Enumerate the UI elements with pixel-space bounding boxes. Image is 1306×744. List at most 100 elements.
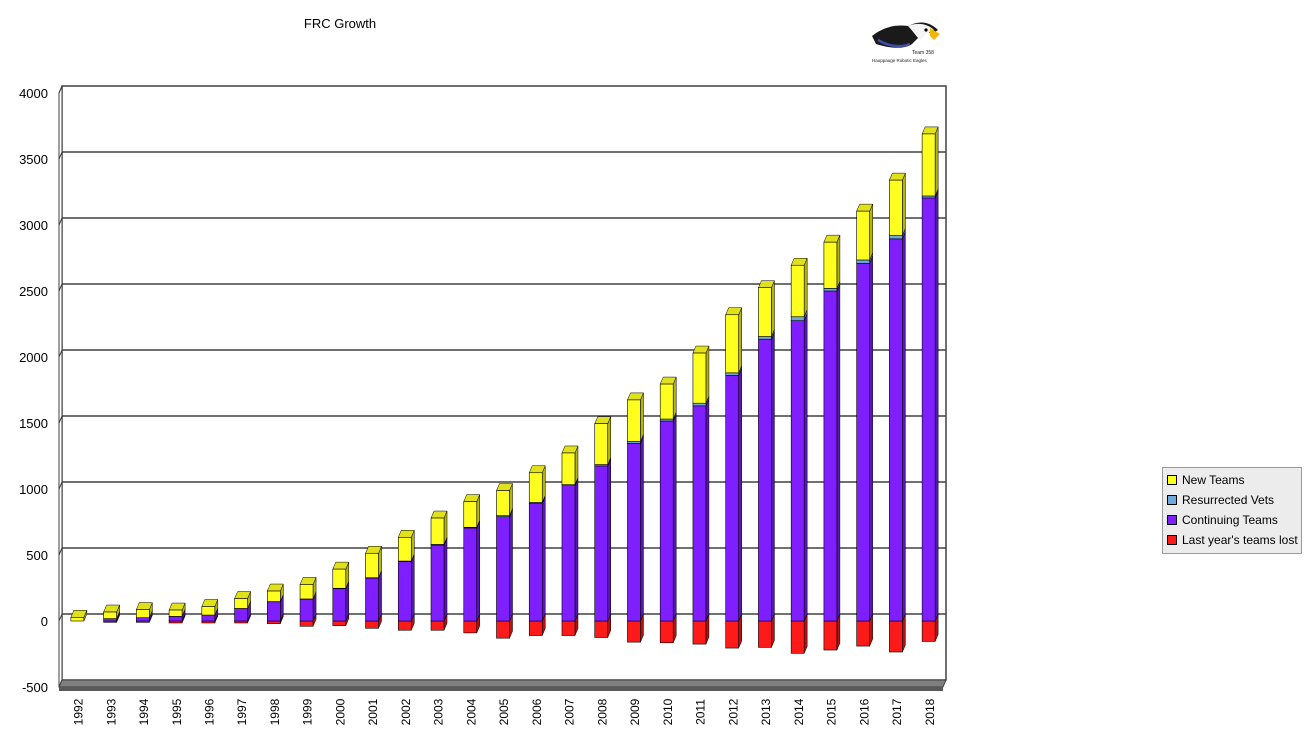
bar-continuing-teams-2003: [430, 544, 445, 622]
x-tick-label: 2014: [792, 698, 806, 725]
bar-new-teams-1993-top: [103, 604, 120, 613]
bar-continuing-teams-2017-side: [902, 231, 906, 622]
bar-new-teams-2012-top: [725, 307, 743, 316]
legend-item: Resurrected Vets: [1163, 490, 1301, 510]
bar-new-teams-2006: [528, 472, 543, 503]
legend-item: New Teams: [1163, 470, 1301, 490]
bar-new-teams-2013-top: [758, 280, 775, 288]
bar-new-teams-2004-top: [463, 494, 481, 502]
bar-continuing-teams-2001: [365, 577, 379, 622]
bar-lost-2011: [692, 620, 707, 645]
bar-lost-1999: [299, 620, 314, 627]
bar-new-teams-2002: [397, 537, 412, 562]
bar-continuing-teams-2010-side: [672, 413, 677, 622]
bar-continuing-teams-2016-side: [869, 256, 873, 622]
x-tick-label: 1996: [203, 698, 217, 725]
bar-resurrected-vets-2013: [758, 336, 772, 340]
x-tick-label: 1995: [170, 698, 184, 725]
bar-lost-2006: [528, 620, 543, 636]
bar-new-teams-2008-side: [607, 416, 611, 465]
bar-resurrected-vets-2012: [725, 372, 739, 376]
bar-continuing-teams-1999: [299, 598, 314, 622]
bar-new-teams-2006-top: [528, 465, 546, 474]
bar-new-teams-2010-top: [659, 376, 677, 385]
bar-new-teams-1997: [234, 598, 248, 609]
x-tick-label: 2001: [366, 698, 380, 725]
bar-new-teams-2011: [692, 352, 707, 404]
bar-new-teams-2007: [561, 452, 576, 485]
y-tick-label: 4000: [19, 86, 48, 101]
gridline-depth: [58, 547, 63, 556]
bar-continuing-teams-2007: [561, 485, 576, 622]
bar-lost-2010: [659, 620, 674, 644]
bar-new-teams-2000-top: [332, 561, 350, 570]
bar-new-teams-2014: [790, 264, 805, 318]
bar-new-teams-2015-top: [823, 234, 841, 243]
bar-resurrected-vets-2016: [856, 259, 870, 264]
bar-continuing-teams-2013: [758, 338, 772, 622]
bar-new-teams-2016: [856, 210, 870, 261]
bar-resurrected-vets-2017: [889, 235, 903, 240]
bar-continuing-teams-2015-side: [836, 283, 841, 622]
legend-label: Last year's teams lost: [1182, 533, 1298, 547]
x-tick-label: 2017: [890, 698, 904, 725]
y-tick-label: -500: [22, 680, 48, 695]
gridline-depth: [58, 217, 63, 226]
bar-new-teams-1992: [70, 617, 85, 622]
bar-new-teams-2013-side: [771, 280, 775, 337]
bar-new-teams-2018: [921, 133, 936, 197]
bar-new-teams-2016-side: [869, 204, 873, 261]
bar-new-teams-2011-side: [705, 345, 710, 404]
gridline-depth: [58, 283, 63, 292]
legend-swatch: [1167, 475, 1177, 485]
bar-new-teams-1995: [168, 609, 183, 617]
bar-new-teams-1995-top: [168, 602, 186, 611]
chart-title: FRC Growth: [303, 16, 377, 31]
y-tick-label: 0: [41, 614, 48, 629]
bar-new-teams-1996-top: [201, 599, 219, 607]
bar-new-teams-2002-top: [397, 530, 415, 538]
legend-swatch: [1167, 535, 1177, 545]
bar-lost-2000: [332, 620, 347, 626]
bar-lost-2009: [627, 620, 641, 643]
bar-lost-1998: [267, 620, 281, 624]
bar-continuing-teams-2011-side: [705, 398, 710, 622]
bar-continuing-teams-2005-side: [509, 509, 513, 622]
bar-new-teams-1993: [103, 611, 117, 619]
bar-new-teams-2014-side: [803, 258, 808, 317]
x-tick-label: 2016: [857, 698, 871, 725]
bar-new-teams-2012-side: [738, 307, 742, 373]
bar-new-teams-2018-side: [934, 126, 939, 197]
bar-new-teams-2005-top: [496, 483, 513, 491]
gridline-depth: [58, 85, 63, 94]
bar-new-teams-1994-top: [135, 602, 153, 610]
bar-continuing-teams-2000: [332, 588, 347, 622]
svg-text:Team 358: Team 358: [912, 50, 934, 56]
gridline-depth: [58, 481, 63, 490]
bar-continuing-teams-1995: [168, 616, 183, 622]
bar-new-teams-1999: [299, 584, 314, 600]
bar-continuing-teams-2014-side: [803, 313, 808, 622]
bar-continuing-teams-2016: [856, 262, 870, 622]
bar-continuing-teams-2009-side: [640, 436, 644, 622]
bar-new-teams-2016-top: [856, 203, 874, 212]
legend-item: Last year's teams lost: [1163, 530, 1301, 550]
x-tick-label: 2018: [923, 698, 937, 725]
bar-continuing-teams-2008: [594, 465, 609, 622]
y-tick-label: 3000: [19, 218, 48, 233]
bar-lost-2013: [758, 620, 772, 648]
legend-item: Continuing Teams: [1163, 510, 1301, 530]
legend-swatch: [1167, 495, 1177, 505]
x-tick-label: 1992: [72, 698, 86, 725]
bar-lost-2017: [889, 620, 903, 653]
bar-new-teams-1998: [267, 590, 281, 602]
bar-continuing-teams-1993: [103, 618, 117, 622]
bar-new-teams-2003: [430, 517, 445, 545]
bar-continuing-teams-1994: [136, 617, 150, 622]
bar-continuing-teams-2010: [659, 420, 674, 622]
legend-label: New Teams: [1182, 473, 1245, 487]
bar-continuing-teams-2001-side: [378, 571, 382, 622]
svg-text:Hauppauge Robotic Eagles: Hauppauge Robotic Eagles: [872, 58, 928, 63]
bar-continuing-teams-2008-side: [607, 458, 611, 622]
bar-new-teams-2003-top: [430, 510, 448, 519]
